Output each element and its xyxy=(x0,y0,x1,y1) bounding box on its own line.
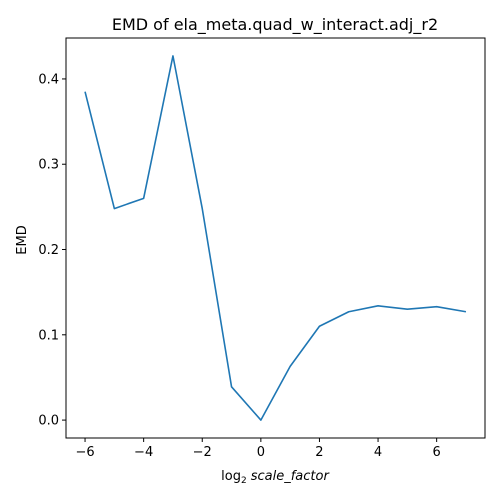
x-axis-label-variable: scale_factor xyxy=(251,469,331,484)
x-tick-label: −2 xyxy=(193,445,212,460)
x-axis-label-base: 2 xyxy=(241,476,247,486)
y-tick-label: 0.0 xyxy=(38,414,59,429)
x-tick-label: 2 xyxy=(315,445,323,460)
plot-frame xyxy=(65,37,486,439)
y-tick-label: 0.2 xyxy=(38,243,59,258)
series-line xyxy=(84,55,467,421)
x-tick-label: 4 xyxy=(374,445,382,460)
x-tick-label: −6 xyxy=(75,445,94,460)
y-tick-label: 0.4 xyxy=(38,72,59,87)
chart-title: EMD of ela_meta.quad_w_interact.adj_r2 xyxy=(112,15,438,35)
x-tick-label: 6 xyxy=(433,445,441,460)
y-tick-label: 0.1 xyxy=(38,328,59,343)
y-tick-label: 0.3 xyxy=(38,158,59,173)
plot-area xyxy=(84,55,467,421)
y-axis-label: EMD xyxy=(15,225,30,254)
axes: −6 −4 −2 0 2 4 6 0.0 0.1 0.2 0.3 0.4 xyxy=(38,37,486,460)
x-axis-label: log2 scale_factor xyxy=(221,469,330,486)
x-tick-label: 0 xyxy=(257,445,265,460)
x-axis-label-log: log xyxy=(221,469,241,484)
x-tick-label: −4 xyxy=(134,445,153,460)
